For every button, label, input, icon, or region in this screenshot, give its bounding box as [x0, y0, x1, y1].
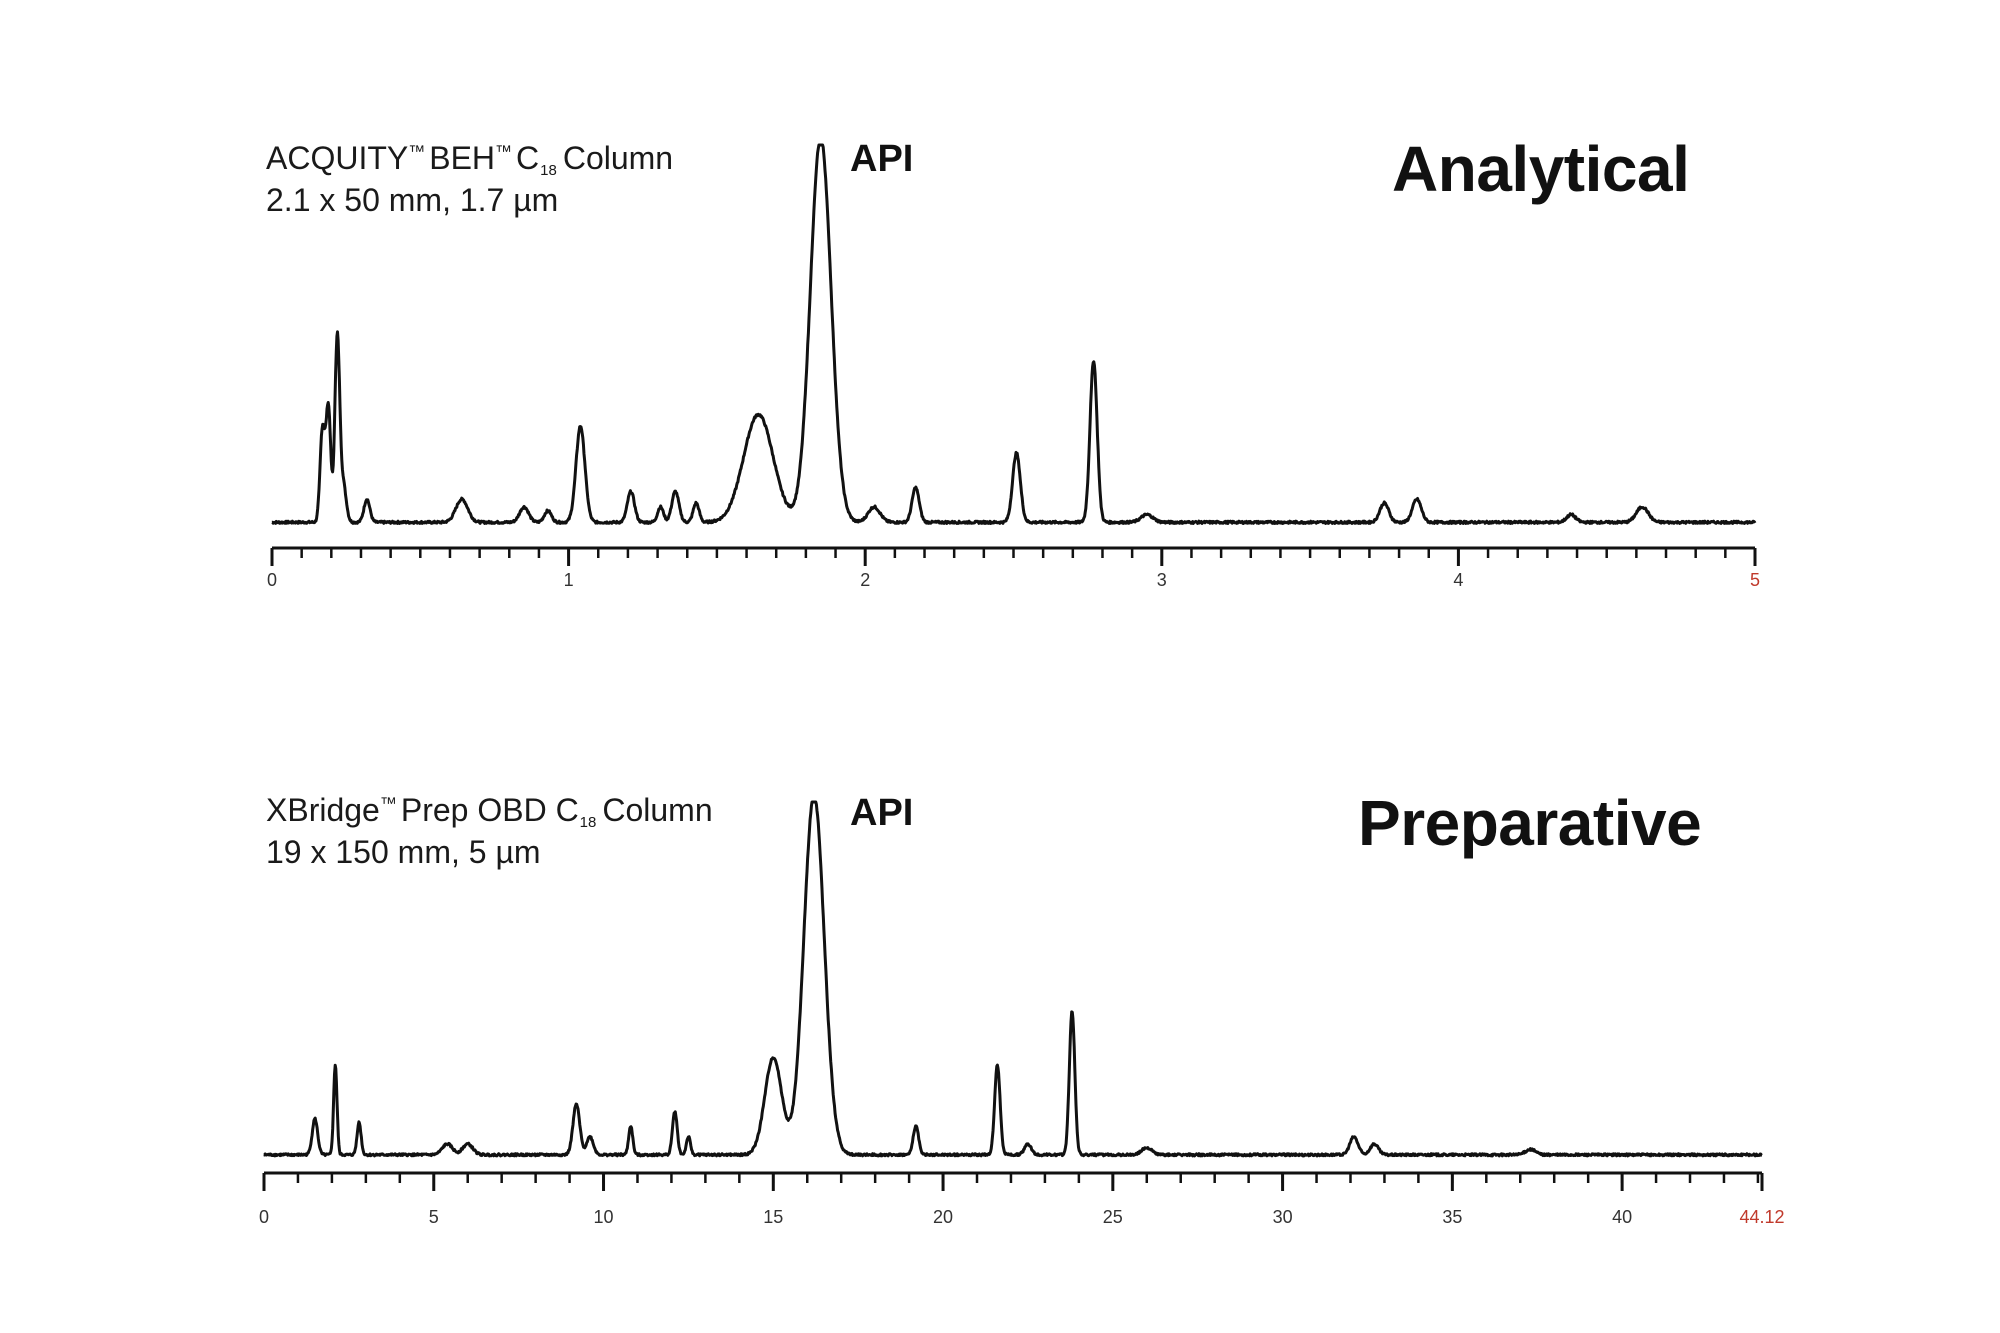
trademark-mark: ™: [408, 142, 426, 161]
preparative-api-label: API: [850, 792, 914, 834]
column-chemistry: Prep OBD C: [400, 792, 579, 828]
analytical-title: Analytical: [1392, 133, 1690, 205]
chromatogram-trace: [271, 143, 1757, 525]
column-word: Column: [602, 792, 713, 828]
analytical-column-name: ACQUITY™ BEH™ C18 Column: [266, 140, 673, 179]
x-tick-label: 5: [1750, 570, 1760, 590]
preparative-column-dims: 19 x 150 mm, 5 µm: [266, 834, 541, 870]
x-tick-label: 4: [1453, 570, 1463, 590]
preparative-panel: XBridge™ Prep OBD C18 Column 19 x 150 mm, …: [0, 640, 2000, 1333]
x-tick-label: 40: [1612, 1207, 1632, 1227]
preparative-chromatogram: 0 5 10 15 20 25 30 35 40 44.12: [259, 800, 1785, 1227]
column-phase: C: [516, 140, 540, 176]
x-tick-label: 25: [1103, 1207, 1123, 1227]
x-tick-label: 2: [860, 570, 870, 590]
column-brand: XBridge: [266, 792, 380, 828]
column-phase-subscript: 18: [579, 814, 597, 831]
x-tick-label: 5: [429, 1207, 439, 1227]
x-tick-label: 1: [564, 570, 574, 590]
analytical-api-label: API: [850, 138, 914, 180]
x-tick-label: 20: [933, 1207, 953, 1227]
analytical-chromatogram: 0 1 2 3 4 5: [267, 143, 1760, 590]
x-tick-label: 0: [259, 1207, 269, 1227]
x-tick-label: 10: [594, 1207, 614, 1227]
x-tick-label: 35: [1442, 1207, 1462, 1227]
preparative-title: Preparative: [1358, 787, 1702, 859]
x-tick-label: 15: [763, 1207, 783, 1227]
analytical-column-dims: 2.1 x 50 mm, 1.7 µm: [266, 182, 559, 218]
x-tick-label: 30: [1273, 1207, 1293, 1227]
analytical-panel: ACQUITY™ BEH™ C18 Column 2.1 x 50 mm, 1.7 µ…: [0, 0, 2000, 640]
column-chemistry: BEH: [429, 140, 496, 176]
column-brand: ACQUITY: [266, 140, 409, 176]
column-word: Column: [562, 140, 674, 176]
trademark-mark: ™: [379, 794, 397, 813]
column-phase-subscript: 18: [540, 162, 557, 179]
x-tick-label: 0: [267, 570, 277, 590]
trademark-mark: ™: [495, 142, 513, 161]
x-tick-label: 44.12: [1739, 1207, 1784, 1227]
chromatogram-trace: [263, 800, 1763, 1158]
preparative-column-name: XBridge™ Prep OBD C18 Column: [266, 792, 713, 831]
x-tick-label: 3: [1157, 570, 1167, 590]
